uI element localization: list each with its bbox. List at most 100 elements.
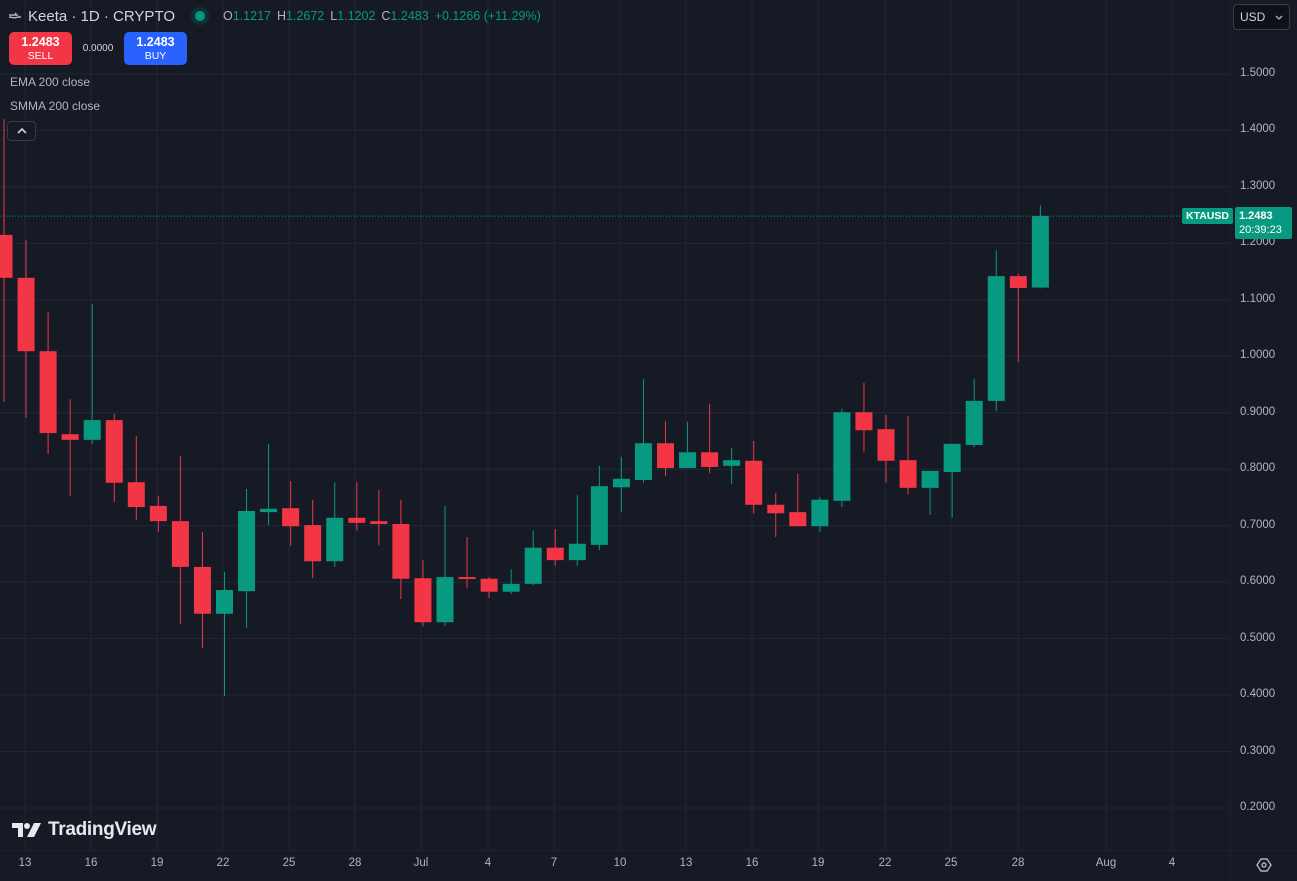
chevron-up-icon: [16, 128, 27, 134]
candle: [0, 119, 13, 403]
price-tick: 0.8000: [1240, 462, 1276, 475]
price-tick: 0.7000: [1240, 518, 1276, 531]
candle: [524, 530, 542, 585]
candle: [436, 505, 454, 627]
candle: [789, 473, 807, 527]
time-tick: 16: [84, 857, 98, 869]
settings-icon: [1256, 858, 1272, 872]
high-value: 1.2672: [286, 9, 325, 23]
candle: [657, 421, 674, 476]
price-tick: 1.4000: [1240, 123, 1276, 136]
chevron-down-icon: [1275, 15, 1283, 20]
price-tick: 0.9000: [1240, 405, 1276, 418]
high-label: H: [276, 9, 286, 23]
time-tick: 22: [216, 857, 230, 869]
price-tick: 0.2000: [1240, 800, 1276, 813]
candle: [723, 447, 741, 484]
candle: [326, 482, 344, 567]
price-tick: 1.1000: [1240, 292, 1276, 305]
candle: [943, 443, 961, 518]
candle: [61, 399, 79, 496]
change-value: +0.1266 (+11.29%): [434, 9, 541, 23]
time-tick: 19: [150, 857, 164, 869]
time-tick: 16: [745, 857, 759, 869]
candle: [679, 421, 697, 469]
currency-value: USD: [1240, 10, 1266, 24]
close-value: 1.2483: [390, 9, 429, 23]
buy-price: 1.2483: [136, 34, 175, 49]
indicator-ema-200[interactable]: EMA 200 close: [10, 75, 91, 89]
candle: [238, 488, 256, 628]
time-tick: 28: [1011, 857, 1025, 869]
price-tick: 0.4000: [1240, 688, 1276, 701]
price-tick: 0.3000: [1240, 744, 1276, 757]
symbol-title-text: Keeta · 1D · CRYPTO: [28, 7, 175, 25]
candle: [105, 413, 123, 502]
candle: [83, 303, 101, 444]
time-tick: 25: [282, 857, 296, 869]
candle: [701, 403, 719, 474]
candle: [634, 378, 652, 483]
time-tick: 28: [348, 857, 362, 869]
last-price-tag: 1.2483 20:39:23: [1235, 207, 1292, 239]
currency-select[interactable]: USD: [1233, 4, 1290, 30]
candle: [149, 495, 167, 532]
price-tick: 1.0000: [1240, 349, 1276, 362]
symbol-price-tag: KTAUSD: [1182, 208, 1233, 224]
sell-button[interactable]: 1.2483 SELL: [9, 32, 72, 65]
candle: [171, 456, 189, 624]
price-tick: 1.5000: [1240, 67, 1276, 79]
candle: [987, 250, 1005, 412]
candle: [1031, 205, 1049, 289]
candle: [833, 408, 851, 508]
price-tick: 1.3000: [1240, 179, 1276, 192]
tradingview-logo-icon: [12, 823, 41, 837]
time-tick: 4: [484, 857, 492, 869]
candle: [568, 495, 586, 566]
market-status-dot[interactable]: [195, 11, 205, 21]
tradingview-logo[interactable]: TradingView: [12, 819, 157, 841]
candle: [899, 416, 917, 495]
candle: [260, 443, 278, 526]
candle: [458, 536, 476, 588]
time-tick: 19: [811, 857, 825, 869]
price-tick: 1.2000: [1240, 236, 1276, 249]
candles: [0, 119, 1049, 697]
candle: [612, 456, 630, 513]
time-tick: 13: [18, 857, 32, 869]
sell-label: SELL: [27, 49, 54, 62]
time-axis-separator: [0, 850, 1297, 851]
chart-settings-button[interactable]: [1256, 857, 1272, 878]
buy-label: BUY: [144, 49, 167, 62]
candle: [370, 490, 388, 545]
candle: [502, 569, 520, 594]
candle: [216, 571, 233, 697]
time-tick: 13: [679, 857, 693, 869]
candle: [348, 482, 366, 531]
candle: [745, 440, 763, 514]
candle: [811, 496, 829, 532]
candle: [767, 492, 785, 537]
time-tick: 22: [878, 857, 892, 869]
time-tick: 4: [1168, 857, 1176, 869]
indicator-smma-200[interactable]: SMMA 200 close: [10, 99, 101, 113]
candle: [127, 435, 145, 521]
open-label: O: [223, 9, 233, 23]
buy-button[interactable]: 1.2483 BUY: [124, 32, 187, 65]
hide-legend-icon[interactable]: [8, 11, 22, 21]
candle: [546, 529, 564, 566]
candle: [193, 531, 211, 649]
bar-countdown: 20:39:23: [1239, 224, 1282, 236]
time-tick: 10: [613, 857, 627, 869]
candle: [921, 470, 939, 515]
collapse-indicators-button[interactable]: [7, 121, 36, 141]
symbol-title[interactable]: Keeta · 1D · CRYPTO: [8, 8, 175, 25]
ohlc-values: O1.1217 H1.2672 L1.1202 C1.2483 +0.1266 …: [223, 9, 541, 23]
time-tick: Jul: [413, 857, 429, 869]
candle: [855, 382, 873, 453]
price-axis-separator: [1230, 0, 1231, 881]
time-tick: Aug: [1095, 857, 1117, 869]
close-label: C: [381, 9, 391, 23]
low-label: L: [330, 9, 338, 23]
